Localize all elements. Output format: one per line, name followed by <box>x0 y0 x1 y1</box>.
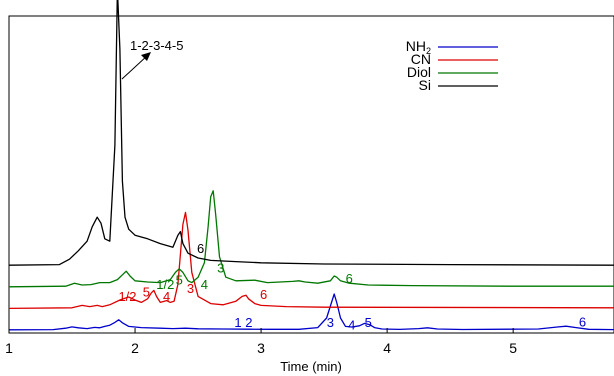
x-tick-label-1: 1 <box>5 340 13 356</box>
plot-frame <box>8 15 614 334</box>
legend-label-diol: Diol <box>407 64 431 80</box>
peak-label-nh2-1: 3 <box>327 315 334 330</box>
x-tick-label-5: 5 <box>509 340 517 356</box>
peak-label-diol-13: 3 <box>217 260 224 275</box>
traces <box>8 0 614 331</box>
x-tick-label-4: 4 <box>383 340 391 356</box>
legend-label-si: Si <box>419 77 431 93</box>
trace-nh2 <box>8 293 614 331</box>
peak-label-cn-7: 4 <box>163 289 170 304</box>
annotation: 1-2-3-4-5 <box>121 38 183 80</box>
peak-label-nh2-0: 1 2 <box>234 315 252 330</box>
peak-label-nh2-4: 6 <box>579 314 586 329</box>
peak-label-nh2-2: 4 <box>348 317 355 332</box>
annotation-arrow <box>121 54 149 80</box>
peak-label-nh2-3: 5 <box>365 315 372 330</box>
trace-cn <box>8 211 614 310</box>
peak-label-diol-11: 5 <box>176 272 183 287</box>
trace-si <box>8 0 614 266</box>
x-tick-label-2: 2 <box>131 340 139 356</box>
peak-label-si-15: 6 <box>197 241 204 256</box>
legend-label-cn: CN <box>411 51 431 67</box>
annotation-arrowhead <box>141 52 151 61</box>
peak-label-diol-12: 4 <box>201 277 208 292</box>
peak-label-diol-10: 1/2 <box>156 277 174 292</box>
peak-label-cn-9: 6 <box>260 287 267 302</box>
legend-label-nh2: NH2 <box>406 38 431 56</box>
x-axis-title: Time (min) <box>280 359 342 374</box>
x-axis-ticks: 1 2 3 4 5 <box>5 328 517 356</box>
peak-label-cn-6: 5 <box>143 284 150 299</box>
peak-label-cn-5: 1/2 <box>118 289 136 304</box>
peak-label-cn-8: 3 <box>187 281 194 296</box>
trace-diol <box>8 190 614 288</box>
annotation-text: 1-2-3-4-5 <box>130 38 183 53</box>
x-tick-label-3: 3 <box>257 340 265 356</box>
peak-label-diol-14: 6 <box>346 271 353 286</box>
